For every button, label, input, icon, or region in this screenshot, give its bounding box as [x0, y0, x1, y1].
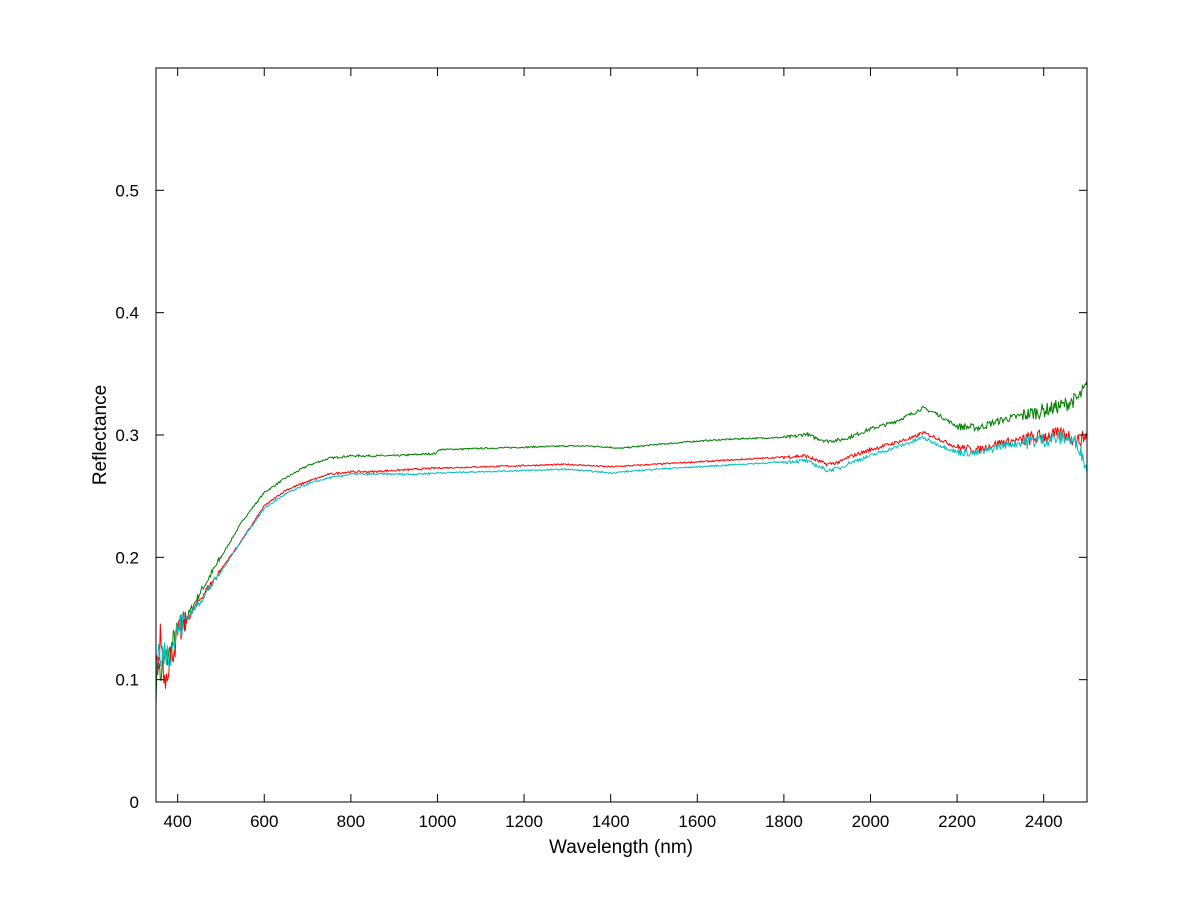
x-tick-label: 2400: [1025, 812, 1063, 831]
x-tick-label: 1800: [765, 812, 803, 831]
plot-area-background: [156, 68, 1087, 802]
y-tick-label: 0.4: [115, 304, 139, 323]
x-tick-label: 1200: [505, 812, 543, 831]
x-tick-label: 2200: [938, 812, 976, 831]
x-tick-label: 800: [337, 812, 365, 831]
x-tick-label: 1600: [678, 812, 716, 831]
y-tick-label: 0.2: [115, 548, 139, 567]
plot-area-frame: [155, 67, 1088, 803]
y-tick-label: 0.1: [115, 671, 139, 690]
series-layer: [155, 380, 1088, 707]
x-tick-label: 400: [163, 812, 191, 831]
series-line-3: [155, 430, 1088, 677]
x-tick-label: 600: [250, 812, 278, 831]
y-tick-label: 0.5: [115, 181, 139, 200]
series-line-2: [155, 426, 1088, 689]
x-tick-label: 1400: [592, 812, 630, 831]
x-tick-label: 2000: [852, 812, 890, 831]
y-tick-label: 0.3: [115, 426, 139, 445]
tick-layer: 400 600 800 1000 1200 1400 1600 1800 2000 2200 240…: [115, 68, 1087, 831]
y-axis-label: Reflectance: [90, 385, 111, 485]
y-tick-label: 0: [130, 793, 139, 812]
x-tick-label: 1000: [419, 812, 457, 831]
series-line-1: [155, 380, 1088, 707]
x-axis-label: Wavelength (nm): [549, 837, 693, 858]
